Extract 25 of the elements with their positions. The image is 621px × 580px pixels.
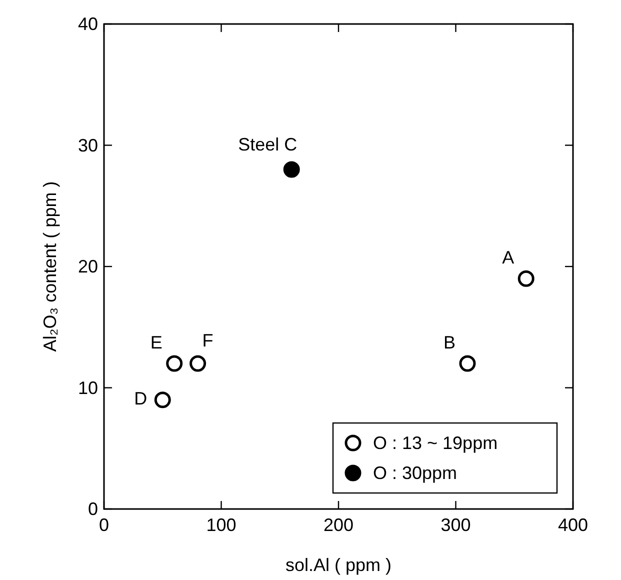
annotation: Steel C <box>238 134 298 154</box>
x-axis-title: sol.Al ( ppm ) <box>285 555 392 575</box>
y-tick-label: 0 <box>88 499 98 519</box>
point <box>166 355 183 372</box>
y-axis-title: Al₂O₃ content ( ppm ) <box>40 181 60 352</box>
x-tick-label: 400 <box>558 515 588 535</box>
point <box>283 161 300 178</box>
legend-label: O : 30ppm <box>373 463 458 483</box>
y-tick-label: 30 <box>78 135 98 156</box>
x-tick-label: 200 <box>323 515 354 535</box>
annotation: D <box>134 388 148 409</box>
point <box>459 355 476 372</box>
legend-label: O : 13 ~ 19ppm <box>373 433 498 453</box>
y-tick-label: 20 <box>78 256 98 276</box>
x-tick-label: 100 <box>206 515 236 535</box>
point <box>154 392 171 408</box>
point <box>518 270 534 287</box>
annotation: F <box>202 330 214 350</box>
y-tick-label: 40 <box>78 14 98 34</box>
annotation: B <box>443 332 456 352</box>
annotation: A <box>502 247 514 268</box>
annotation: E <box>150 332 162 352</box>
y-tick-label: 10 <box>78 378 98 398</box>
x-tick-label: 300 <box>440 515 471 535</box>
point <box>190 355 206 372</box>
